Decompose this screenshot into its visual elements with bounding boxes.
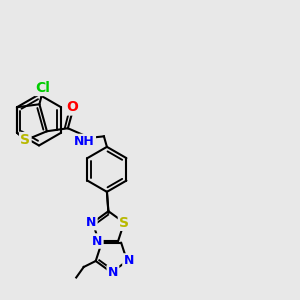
Text: N: N	[92, 235, 102, 248]
Text: N: N	[108, 266, 118, 279]
Text: Cl: Cl	[35, 81, 50, 95]
Text: S: S	[20, 133, 30, 147]
Text: N: N	[123, 254, 134, 268]
Text: NH: NH	[74, 135, 95, 148]
Text: O: O	[67, 100, 78, 114]
Text: S: S	[119, 216, 129, 230]
Text: N: N	[86, 216, 96, 229]
